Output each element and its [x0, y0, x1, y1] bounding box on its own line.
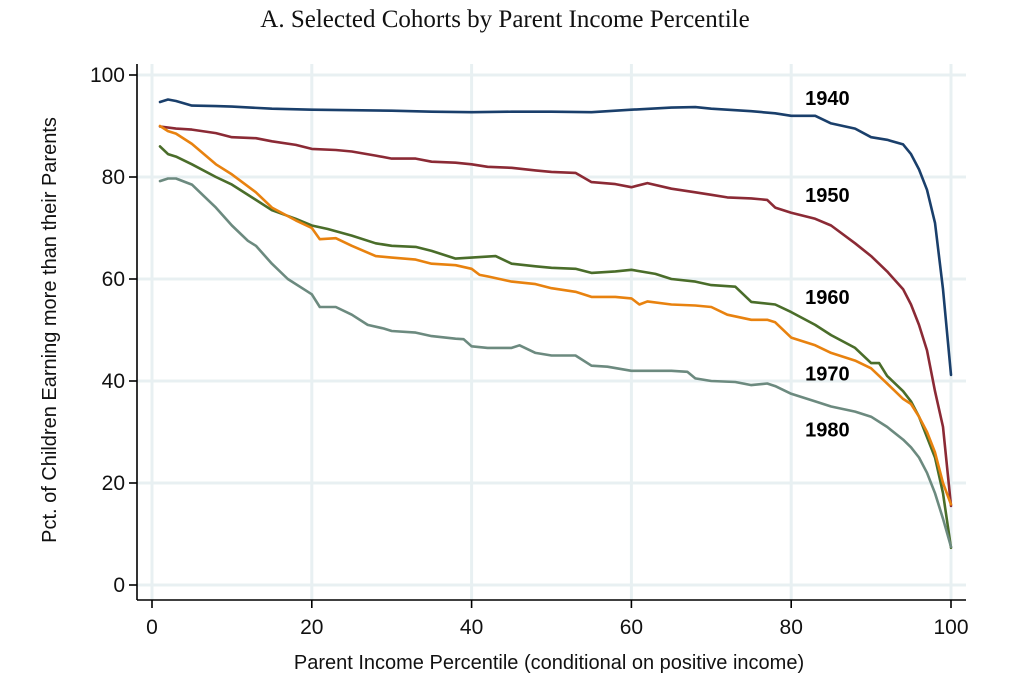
series-group — [158, 98, 953, 550]
series-line-1980 — [158, 177, 953, 549]
x-tick-label: 20 — [300, 616, 323, 639]
y-tick-label: 0 — [113, 574, 125, 597]
series-label-1940: 1940 — [805, 88, 850, 110]
series-label-1950: 1950 — [805, 185, 850, 207]
x-tick-label: 80 — [780, 616, 803, 639]
series-label-1980: 1980 — [805, 419, 850, 441]
axes — [136, 64, 966, 601]
y-tick-label: 100 — [90, 64, 125, 87]
grid — [137, 64, 966, 600]
series-line-1940 — [158, 98, 953, 377]
x-tick-label: 0 — [146, 616, 158, 639]
y-ticks: 0 20 40 60 80 100 — [90, 64, 137, 597]
series-labels: 1940 1950 1960 1970 1980 — [805, 88, 850, 442]
x-ticks: 0 20 40 60 80 100 — [146, 600, 969, 639]
y-tick-label: 40 — [102, 370, 125, 393]
x-tick-label: 40 — [460, 616, 483, 639]
series-label-1960: 1960 — [805, 287, 850, 309]
y-tick-label: 60 — [102, 268, 125, 291]
x-tick-label: 100 — [933, 616, 968, 639]
y-tick-label: 80 — [102, 166, 125, 189]
y-tick-label: 20 — [102, 472, 125, 495]
y-axis-title: Pct. of Children Earning more than their… — [39, 117, 61, 543]
series-line-1970 — [158, 124, 953, 506]
series-label-1970: 1970 — [805, 363, 850, 385]
x-axis-title: Parent Income Percentile (conditional on… — [294, 652, 804, 674]
series-line-1950 — [158, 125, 953, 508]
x-tick-label: 60 — [620, 616, 643, 639]
chart-title: A. Selected Cohorts by Parent Income Per… — [260, 6, 749, 33]
